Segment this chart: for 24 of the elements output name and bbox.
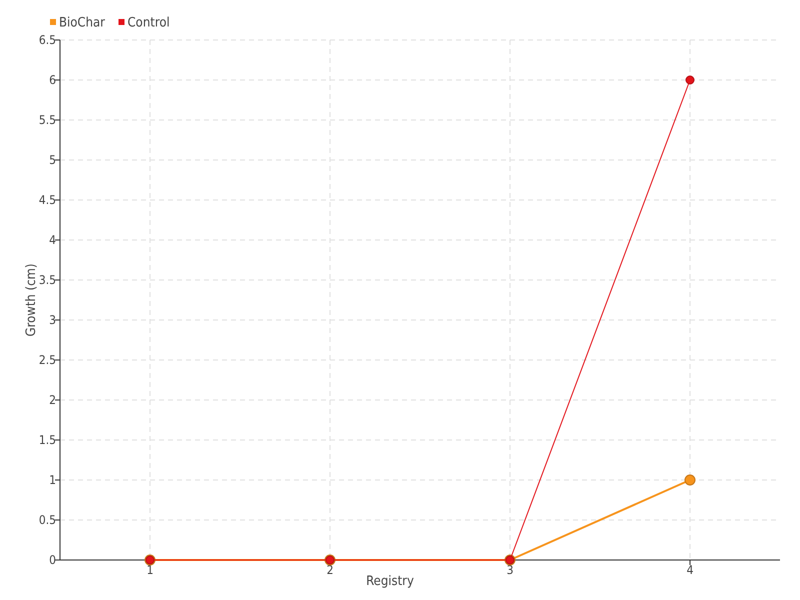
- y-tick-label: 0.5: [38, 513, 56, 528]
- y-tick-label: 5.5: [38, 113, 56, 128]
- y-tick-label: 0: [49, 553, 56, 568]
- y-axis-title: Growth (cm): [24, 264, 39, 336]
- y-tick-label: 4.5: [38, 193, 56, 208]
- point: [684, 474, 696, 486]
- y-tick-label: 6.5: [38, 33, 56, 48]
- y-tick-label: 5: [49, 153, 56, 168]
- legend-label: Control: [128, 16, 170, 31]
- point: [686, 76, 694, 84]
- y-tick-label: 3.5: [38, 273, 56, 288]
- y-tick-label: 1: [49, 473, 56, 488]
- x-tick-label: 1: [146, 563, 154, 577]
- x-tick-label: 3: [506, 563, 514, 577]
- y-tick-label: 2.5: [38, 353, 56, 368]
- x-axis-title: Registry: [366, 574, 414, 589]
- x-tick-label: 4: [686, 563, 694, 577]
- y-tick-label: 3: [49, 313, 56, 328]
- legend-label: BioChar: [59, 16, 106, 31]
- y-tick-label: 4: [49, 233, 56, 248]
- y-tick-label: 6: [49, 73, 56, 88]
- y-tick-label: 2: [49, 393, 56, 408]
- y-tick-label: 1.5: [38, 433, 56, 448]
- x-tick-label: 2: [326, 563, 334, 577]
